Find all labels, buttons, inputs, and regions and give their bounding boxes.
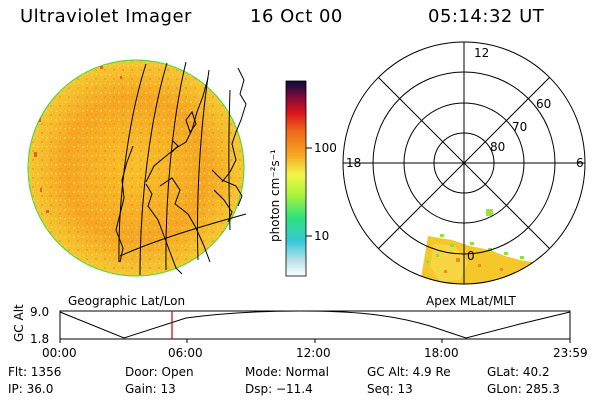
lat-label-80: 80 — [490, 140, 506, 154]
info-ip: IP: 36.0 — [8, 382, 54, 396]
info-door: Door: Open — [125, 365, 194, 379]
lat-label-60: 60 — [536, 97, 552, 111]
info-glat: GLat: 40.2 — [487, 365, 550, 379]
time-tick-1200: 12:00 — [296, 346, 331, 360]
polar-plot — [342, 41, 586, 285]
header-time: 05:14:32 UT — [428, 6, 545, 27]
lat-label-70: 70 — [512, 120, 528, 134]
info-mode: Mode: Normal — [245, 365, 329, 379]
header-date: 16 Oct 00 — [250, 6, 343, 27]
colorbar-tick-label-10: 10 — [314, 229, 330, 243]
colorbar-tick-label-100: 100 — [314, 141, 337, 155]
mlt-label-12: 12 — [474, 46, 490, 60]
info-seq: Seq: 13 — [367, 382, 413, 396]
info-glon: GLon: 285.3 — [487, 382, 560, 396]
info-dsp: Dsp: −11.4 — [245, 382, 313, 396]
apex-panel-label: Apex MLat/MLT — [426, 294, 516, 308]
info-gain: Gain: 13 — [125, 382, 176, 396]
page-title: Ultraviolet Imager — [20, 6, 192, 27]
mlt-label-0: 0 — [467, 249, 475, 263]
time-tick-1800: 18:00 — [424, 346, 459, 360]
info-flt: Flt: 1356 — [8, 365, 62, 379]
altitude-axis-label: GC Alt — [12, 304, 26, 342]
earth-image — [27, 59, 247, 277]
altitude-plot — [59, 310, 571, 343]
longitude-lines — [118, 61, 247, 276]
altitude-min-label: 1.8 — [30, 332, 50, 346]
mlt-label-18: 18 — [346, 156, 362, 170]
altitude-max-label: 9.0 — [30, 305, 50, 319]
time-tick-0600: 06:00 — [168, 346, 203, 360]
time-tick-2359: 23:59 — [553, 346, 588, 360]
time-tick-0000: 00:00 — [42, 346, 77, 360]
mlt-label-6: 6 — [576, 156, 584, 170]
colorbar-unit-label: photon cm⁻²s⁻¹ — [268, 149, 282, 242]
coastlines — [115, 67, 247, 275]
geo-panel-label: Geographic Lat/Lon — [68, 294, 186, 308]
colorbar — [285, 80, 312, 277]
info-gc-alt: GC Alt: 4.9 Re — [367, 365, 451, 379]
